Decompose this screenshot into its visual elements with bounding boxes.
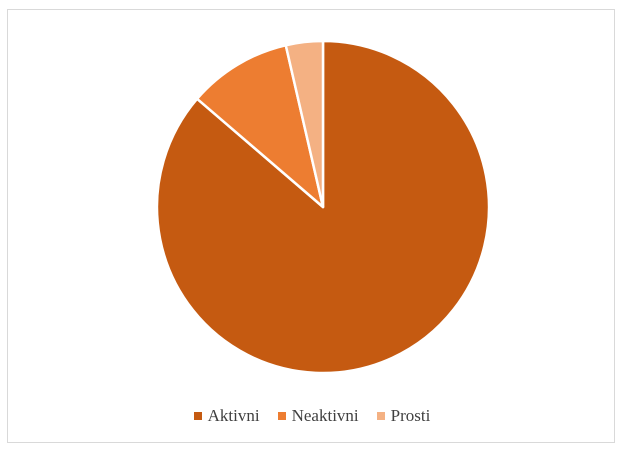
- legend-swatch-neaktivni: [277, 412, 286, 420]
- legend-item-prosti: Prosti: [376, 406, 431, 426]
- legend-swatch-aktivni: [193, 412, 202, 420]
- legend-swatch-prosti: [376, 412, 385, 420]
- legend-label-neaktivni: Neaktivni: [291, 406, 359, 425]
- legend-item-aktivni: Aktivni: [193, 406, 260, 426]
- legend-label-aktivni: Aktivni: [207, 406, 260, 425]
- pie-slice-neaktivni: [195, 43, 325, 209]
- chart-legend: Aktivni Neaktivni Prosti: [0, 406, 624, 426]
- pie-slice-aktivni: [155, 39, 491, 375]
- legend-item-neaktivni: Neaktivni: [277, 406, 359, 426]
- legend-label-prosti: Prosti: [390, 406, 431, 425]
- pie-slice-prosti: [284, 39, 325, 209]
